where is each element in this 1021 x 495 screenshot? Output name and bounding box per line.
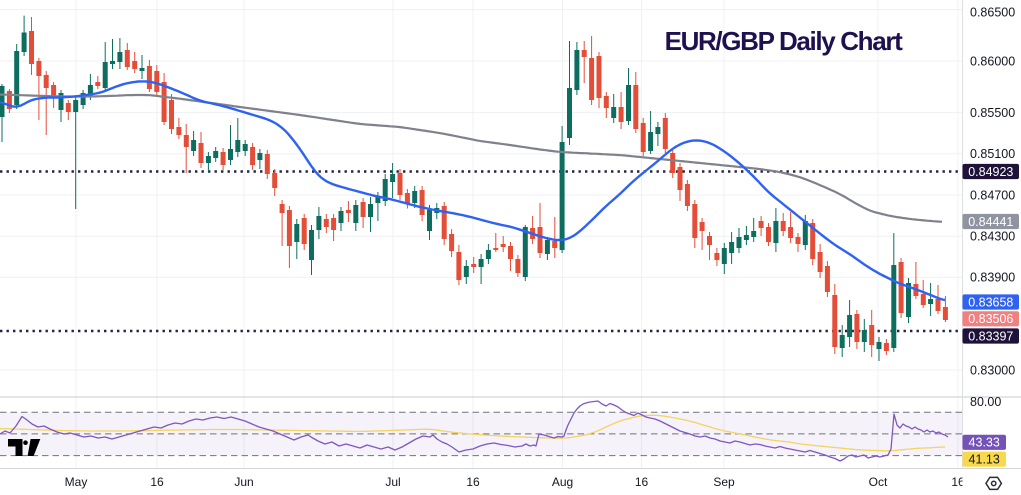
svg-text:Jun: Jun xyxy=(234,475,253,489)
svg-text:0.83900: 0.83900 xyxy=(970,271,1015,285)
svg-text:16: 16 xyxy=(635,475,649,489)
svg-text:0.84300: 0.84300 xyxy=(970,230,1015,244)
svg-text:0.83000: 0.83000 xyxy=(970,363,1015,377)
svg-text:0.83397: 0.83397 xyxy=(968,329,1013,343)
svg-text:16: 16 xyxy=(951,475,965,489)
svg-text:0.85500: 0.85500 xyxy=(970,106,1015,120)
svg-text:41.13: 41.13 xyxy=(969,453,1000,467)
svg-text:May: May xyxy=(65,475,88,489)
svg-text:0.83658: 0.83658 xyxy=(968,295,1013,309)
svg-text:0.86000: 0.86000 xyxy=(970,54,1015,68)
svg-text:0.84441: 0.84441 xyxy=(968,215,1013,229)
svg-text:0.84923: 0.84923 xyxy=(968,165,1013,179)
svg-text:80.00: 80.00 xyxy=(970,395,1001,409)
svg-text:Aug: Aug xyxy=(552,475,573,489)
svg-text:0.86500: 0.86500 xyxy=(970,5,1015,19)
svg-text:0.84700: 0.84700 xyxy=(970,188,1015,202)
svg-text:EUR/GBP Daily Chart: EUR/GBP Daily Chart xyxy=(665,26,904,56)
svg-text:43.33: 43.33 xyxy=(969,436,1000,450)
svg-text:0.85100: 0.85100 xyxy=(970,147,1015,161)
svg-text:0.83506: 0.83506 xyxy=(968,312,1013,326)
svg-text:16: 16 xyxy=(150,475,164,489)
svg-text:16: 16 xyxy=(466,475,480,489)
svg-text:Jul: Jul xyxy=(385,475,400,489)
svg-text:Oct: Oct xyxy=(869,475,888,489)
svg-text:Sep: Sep xyxy=(713,475,735,489)
